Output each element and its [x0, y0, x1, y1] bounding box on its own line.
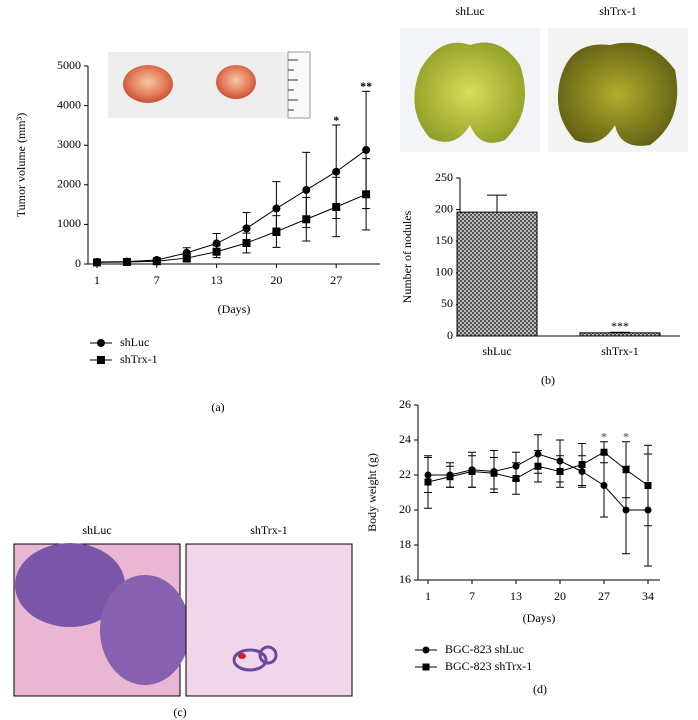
y-tick-label: 200: [435, 201, 453, 215]
data-point: [302, 185, 311, 194]
y-tick-label: 26: [399, 397, 411, 411]
y-tick-label: 150: [435, 233, 453, 247]
data-point: [152, 257, 161, 266]
x-tick-label: 1: [425, 589, 431, 603]
data-point: [512, 475, 520, 482]
data-point: [446, 473, 454, 481]
legend-label: BGC-823 shLuc: [445, 642, 524, 656]
data-point: [332, 167, 341, 176]
panel-label: (c): [173, 705, 186, 719]
data-point: [362, 190, 371, 199]
x-tick-label: 27: [598, 589, 610, 603]
x-tick-label: shTrx-1: [601, 344, 639, 358]
data-point: [93, 258, 101, 267]
data-point: [622, 466, 630, 474]
y-tick-label: 4000: [57, 97, 81, 111]
significance: ***: [611, 319, 629, 333]
data-point: [556, 468, 564, 475]
y-tick-label: 20: [399, 502, 411, 516]
data-point: [490, 469, 498, 477]
y-tick-label: 18: [399, 537, 411, 551]
x-tick-label: 7: [154, 273, 160, 287]
data-point: [302, 215, 311, 224]
legend-marker: [422, 663, 430, 671]
data-point: [600, 482, 608, 489]
data-point: [578, 461, 586, 468]
tumor-photo: [108, 51, 311, 119]
x-axis-label: (Days): [523, 611, 556, 625]
y-tick-label: 0: [75, 256, 81, 270]
x-axis-label: (Days): [218, 302, 251, 316]
legend-marker: [97, 356, 105, 364]
panel-label: (d): [533, 682, 547, 696]
y-tick-label: 250: [435, 170, 453, 184]
y-axis-label: Body weight (g): [365, 453, 379, 532]
series-line: [96, 149, 367, 263]
x-tick-label: 13: [211, 273, 223, 287]
y-tick-label: 0: [447, 328, 453, 342]
x-tick-label: 1: [94, 273, 100, 287]
legend-marker: [422, 646, 430, 654]
data-point: [424, 478, 432, 486]
photo-label: shTrx-1: [599, 4, 637, 18]
data-point: [362, 145, 371, 154]
photo-label: shLuc: [455, 4, 484, 18]
data-point: [242, 239, 251, 248]
x-tick-label: 20: [270, 273, 282, 287]
data-point: [212, 247, 221, 256]
data-point: [600, 448, 608, 456]
x-tick-label: 27: [330, 273, 342, 287]
y-axis-label: Number of nodules: [400, 210, 414, 303]
data-point: [182, 254, 191, 263]
significance: *: [333, 113, 339, 127]
data-point: [272, 227, 281, 236]
significance: *: [623, 430, 629, 444]
y-tick-label: 2000: [57, 177, 81, 191]
legend-label: BGC-823 shTrx-1: [445, 659, 532, 673]
y-tick-label: 5000: [57, 58, 81, 72]
y-tick-label: 22: [399, 467, 411, 481]
data-point: [468, 468, 476, 475]
y-tick-label: 100: [435, 265, 453, 279]
data-point: [272, 204, 281, 213]
y-axis-label: Tumor volume (mm³): [14, 113, 28, 218]
bar: [456, 211, 538, 337]
photo-label: shLuc: [82, 523, 111, 537]
data-point: [242, 224, 251, 233]
lung-photos: [400, 28, 688, 152]
series-line: [96, 193, 367, 263]
panel-label: (a): [211, 400, 224, 414]
bar: [579, 332, 661, 337]
legend-label: shLuc: [120, 335, 149, 349]
y-tick-label: 50: [441, 296, 453, 310]
data-point: [534, 462, 542, 470]
data-point: [622, 506, 630, 514]
x-tick-label: 7: [469, 589, 475, 603]
data-point: [122, 258, 131, 267]
x-tick-label: shLuc: [482, 344, 511, 358]
y-tick-label: 1000: [57, 216, 81, 230]
x-tick-label: 20: [554, 589, 566, 603]
x-tick-label: 34: [642, 589, 654, 603]
legend-label: shTrx-1: [120, 352, 158, 366]
significance: *: [601, 430, 607, 444]
photo-label: shTrx-1: [250, 523, 288, 537]
significance: **: [360, 79, 372, 93]
panel-label: (b): [541, 373, 555, 387]
y-tick-label: 16: [399, 572, 411, 586]
data-point: [332, 202, 341, 211]
y-tick-label: 3000: [57, 137, 81, 151]
legend-marker: [97, 339, 105, 347]
histology-images: [13, 543, 353, 697]
y-tick-label: 24: [399, 432, 411, 446]
x-tick-label: 13: [510, 589, 522, 603]
data-point: [644, 482, 652, 489]
